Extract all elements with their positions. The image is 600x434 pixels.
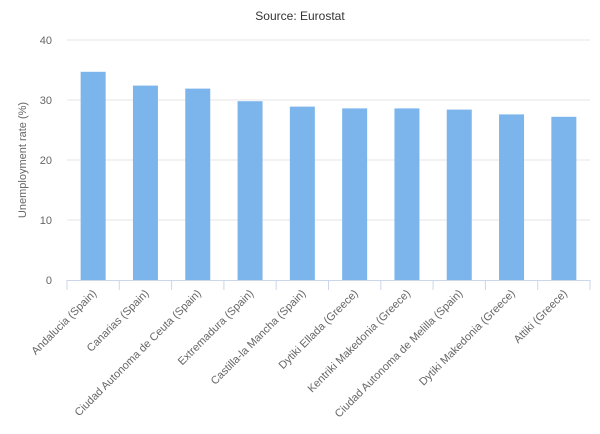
bar: [499, 114, 525, 281]
y-tick-label: 0: [46, 275, 52, 287]
x-tick-label: Kentriki Makedonia (Greece): [306, 288, 413, 395]
x-tick-label: Dytiki Makedonia (Greece): [417, 288, 518, 389]
x-tick-label: Attiki (Greece): [512, 288, 570, 346]
y-axis-title: Unemployment rate (%): [17, 102, 29, 218]
bar: [289, 106, 315, 280]
bar: [80, 71, 106, 280]
y-tick-label: 20: [40, 155, 52, 167]
chart-title: Source: Eurostat: [255, 9, 345, 23]
x-tick-label: Castilla-la Mancha (Spain): [209, 288, 309, 388]
bar: [446, 109, 472, 280]
bar: [394, 108, 420, 281]
y-tick-label: 30: [40, 95, 52, 107]
bar: [551, 116, 577, 280]
y-tick-label: 10: [40, 215, 52, 227]
bar: [132, 85, 158, 280]
bar: [342, 108, 368, 281]
bar: [237, 101, 263, 280]
bar: [185, 88, 211, 280]
y-tick-label: 40: [40, 35, 52, 47]
